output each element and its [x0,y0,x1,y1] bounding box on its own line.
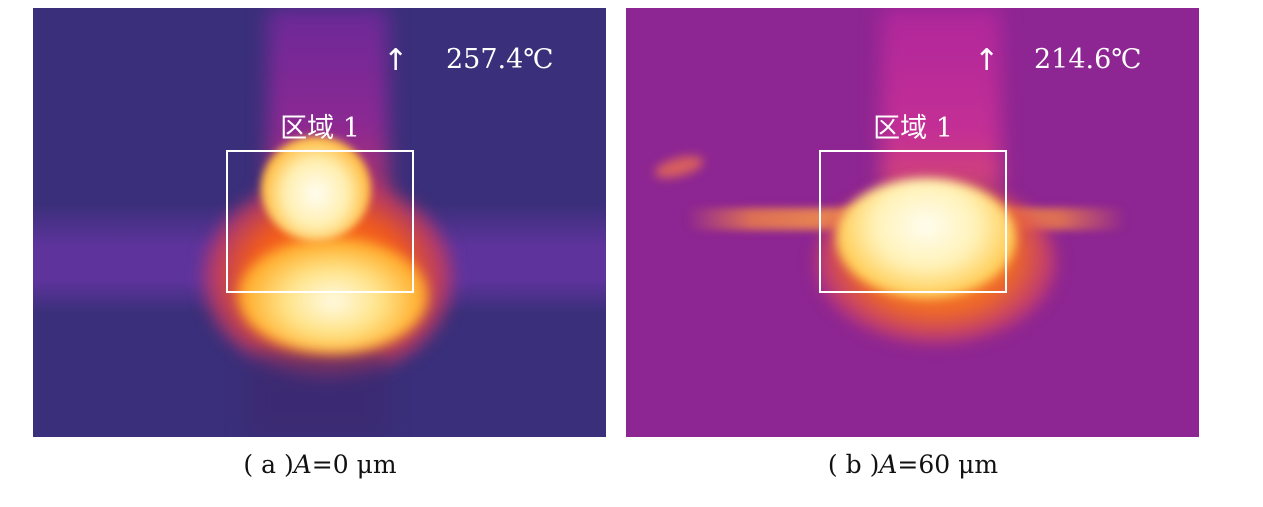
caption-value: =60 μm [897,450,999,479]
region-label: 区域 1 [280,113,360,144]
heat-wisp [652,151,706,183]
heat-glow-core [836,178,1016,298]
caption-variable: A [879,450,898,479]
thermal-image-a: 区域 1 ↑ 257.4℃ [33,8,606,437]
heat-plume [881,8,1001,188]
up-arrow-icon: ↑ [974,43,1000,78]
caption-prefix: ( b ) [827,450,880,479]
region-box [226,150,414,293]
max-temperature-label: 257.4℃ [446,44,554,75]
caption-prefix: ( a ) [243,450,294,479]
caption-variable: A [293,450,312,479]
caption-value: =0 μm [311,450,397,479]
thermal-image-b: 区域 1 ↑ 214.6℃ [626,8,1199,437]
heat-shadow [248,353,388,437]
heat-glow-lower [238,238,428,353]
max-temperature-label: 214.6℃ [1034,44,1142,75]
region-label: 区域 1 [873,113,953,144]
region-box [819,150,1007,293]
caption-a: ( a )A=0 μm [170,450,470,479]
caption-b: ( b )A=60 μm [763,450,1063,479]
up-arrow-icon: ↑ [383,43,409,78]
heat-glow-upper [261,136,371,241]
